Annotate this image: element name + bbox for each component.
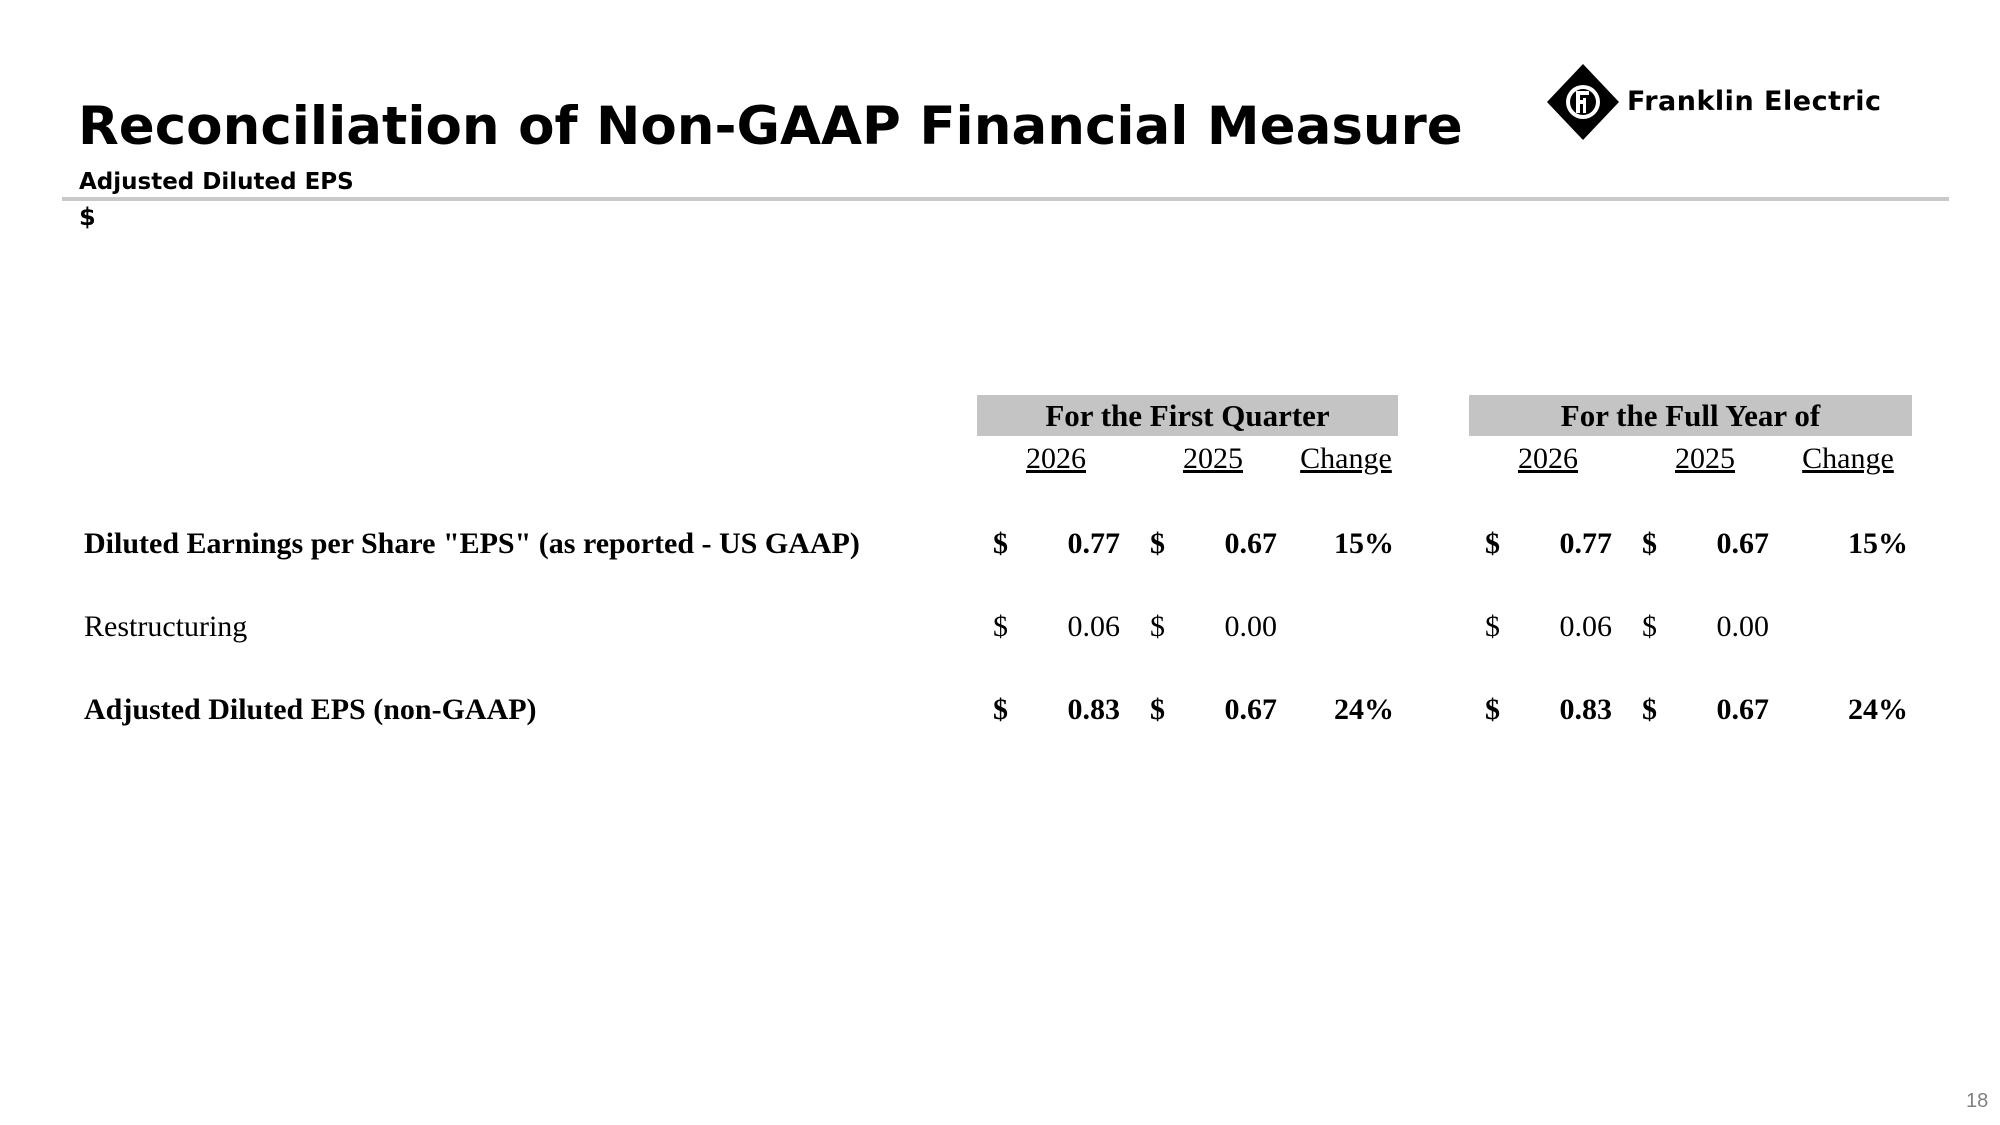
unit-label: $ xyxy=(79,203,96,231)
header-divider xyxy=(62,197,1949,201)
q-value-2025: 0.00 xyxy=(1224,610,1278,643)
currency-symbol: $ xyxy=(1485,610,1500,643)
currency-symbol: $ xyxy=(993,693,1008,726)
page-title: Reconciliation of Non-GAAP Financial Mea… xyxy=(78,96,1463,157)
fy-value-2026: 0.83 xyxy=(1559,693,1613,726)
page-subtitle: Adjusted Diluted EPS xyxy=(79,169,354,195)
fy-change: 15% xyxy=(1848,527,1908,560)
col-header-q-2025: 2025 xyxy=(1183,442,1243,475)
q-value-2025: 0.67 xyxy=(1224,693,1278,726)
currency-symbol: $ xyxy=(1642,693,1657,726)
group-header-full-year: For the Full Year of xyxy=(1469,395,1912,436)
currency-symbol: $ xyxy=(1150,527,1165,560)
currency-symbol: $ xyxy=(993,527,1008,560)
q-change: 15% xyxy=(1334,527,1394,560)
fy-value-2026: 0.06 xyxy=(1559,610,1613,643)
q-value-2026: 0.77 xyxy=(1067,527,1121,560)
currency-symbol: $ xyxy=(1150,693,1165,726)
row-label: Diluted Earnings per Share "EPS" (as rep… xyxy=(84,527,860,560)
q-value-2026: 0.83 xyxy=(1067,693,1121,726)
franklin-electric-logo: Franklin Electric xyxy=(1545,62,1945,142)
fy-value-2025: 0.00 xyxy=(1716,610,1770,643)
col-header-fy-2026: 2026 xyxy=(1518,442,1578,475)
row-label: Restructuring xyxy=(84,610,248,643)
fy-value-2026: 0.77 xyxy=(1559,527,1613,560)
diamond-logo-icon xyxy=(1547,64,1619,140)
fy-value-2025: 0.67 xyxy=(1716,693,1770,726)
logo-text: Franklin Electric xyxy=(1627,86,1882,117)
col-header-fy-2025: 2025 xyxy=(1675,442,1735,475)
q-value-2025: 0.67 xyxy=(1224,527,1278,560)
currency-symbol: $ xyxy=(1485,527,1500,560)
col-header-fy-change: Change xyxy=(1802,442,1894,475)
group-header-first-quarter: For the First Quarter xyxy=(977,395,1398,436)
currency-symbol: $ xyxy=(1150,610,1165,643)
col-header-q-2026: 2026 xyxy=(1026,442,1086,475)
currency-symbol: $ xyxy=(1642,527,1657,560)
q-change: 24% xyxy=(1334,693,1394,726)
currency-symbol: $ xyxy=(1485,693,1500,726)
fy-change: 24% xyxy=(1848,693,1908,726)
currency-symbol: $ xyxy=(993,610,1008,643)
page-number: 18 xyxy=(1966,1090,1989,1112)
currency-symbol: $ xyxy=(1642,610,1657,643)
row-label: Adjusted Diluted EPS (non-GAAP) xyxy=(84,693,537,726)
q-value-2026: 0.06 xyxy=(1067,610,1121,643)
fy-value-2025: 0.67 xyxy=(1716,527,1770,560)
col-header-q-change: Change xyxy=(1300,442,1392,475)
